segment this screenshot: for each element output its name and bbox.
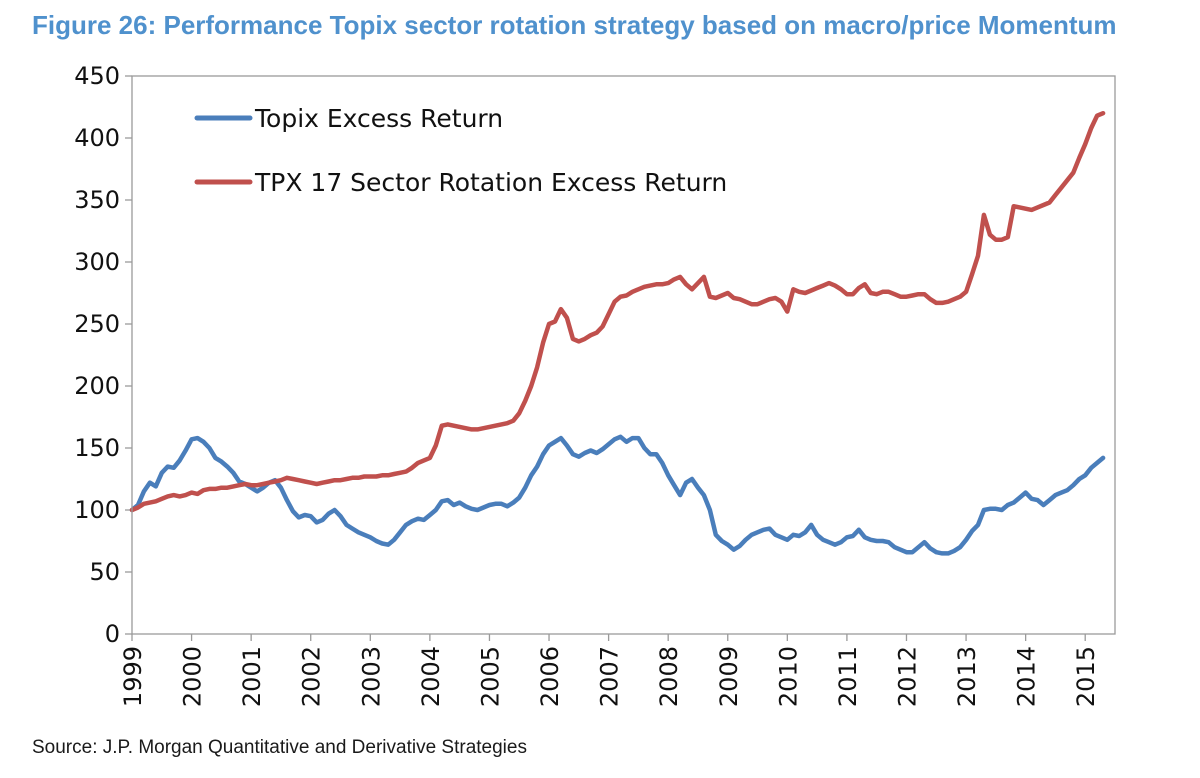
y-axis-ticks: 0 50 100 150 200 250 300 350 400 450 bbox=[74, 62, 132, 648]
x-tick-label: 1999 bbox=[119, 646, 147, 707]
x-tick-label: 2013 bbox=[953, 646, 981, 707]
y-tick-label: 450 bbox=[74, 62, 120, 90]
legend-label: Topix Excess Return bbox=[254, 104, 503, 133]
y-tick-label: 0 bbox=[105, 620, 120, 648]
y-tick-label: 250 bbox=[74, 310, 120, 338]
x-tick-label: 2010 bbox=[774, 646, 802, 707]
series-line-2 bbox=[129, 110, 1106, 513]
y-tick-label: 50 bbox=[89, 558, 120, 586]
x-tick-label: 2009 bbox=[715, 646, 743, 707]
y-tick-label: 100 bbox=[74, 496, 120, 524]
x-tick-label: 2015 bbox=[1072, 646, 1100, 707]
x-tick-label: 2007 bbox=[596, 646, 624, 707]
x-tick-label: 2002 bbox=[298, 646, 326, 707]
source-note: Source: J.P. Morgan Quantitative and Der… bbox=[32, 737, 527, 758]
plot-area-frame bbox=[131, 75, 1116, 635]
y-tick-label: 200 bbox=[74, 372, 120, 400]
x-tick-label: 2006 bbox=[536, 646, 564, 707]
series-lines bbox=[129, 110, 1106, 556]
x-tick-label: 2005 bbox=[476, 646, 504, 707]
x-tick-label: 2008 bbox=[655, 646, 683, 707]
x-tick-label: 2011 bbox=[834, 646, 862, 707]
x-tick-label: 2012 bbox=[893, 646, 921, 707]
x-tick-label: 2003 bbox=[357, 646, 385, 707]
chart-legend: Topix Excess Return TPX 17 Sector Rotatio… bbox=[194, 104, 727, 197]
x-tick-label: 2004 bbox=[417, 646, 445, 707]
x-tick-label: 2001 bbox=[238, 646, 266, 707]
x-tick-label: 2014 bbox=[1013, 646, 1041, 707]
series-line-1 bbox=[129, 434, 1106, 556]
x-axis-ticks: 1999 2000 2001 2002 2003 2004 2005 2006 2007 2008… bbox=[119, 634, 1100, 707]
y-tick-label: 400 bbox=[74, 124, 120, 152]
legend-label: TPX 17 Sector Rotation Excess Return bbox=[254, 168, 727, 197]
x-tick-label: 2000 bbox=[179, 646, 207, 707]
y-tick-label: 300 bbox=[74, 248, 120, 276]
figure-title: Figure 26: Performance Topix sector rota… bbox=[32, 10, 1117, 40]
y-tick-label: 150 bbox=[74, 434, 120, 462]
y-tick-label: 350 bbox=[74, 186, 120, 214]
